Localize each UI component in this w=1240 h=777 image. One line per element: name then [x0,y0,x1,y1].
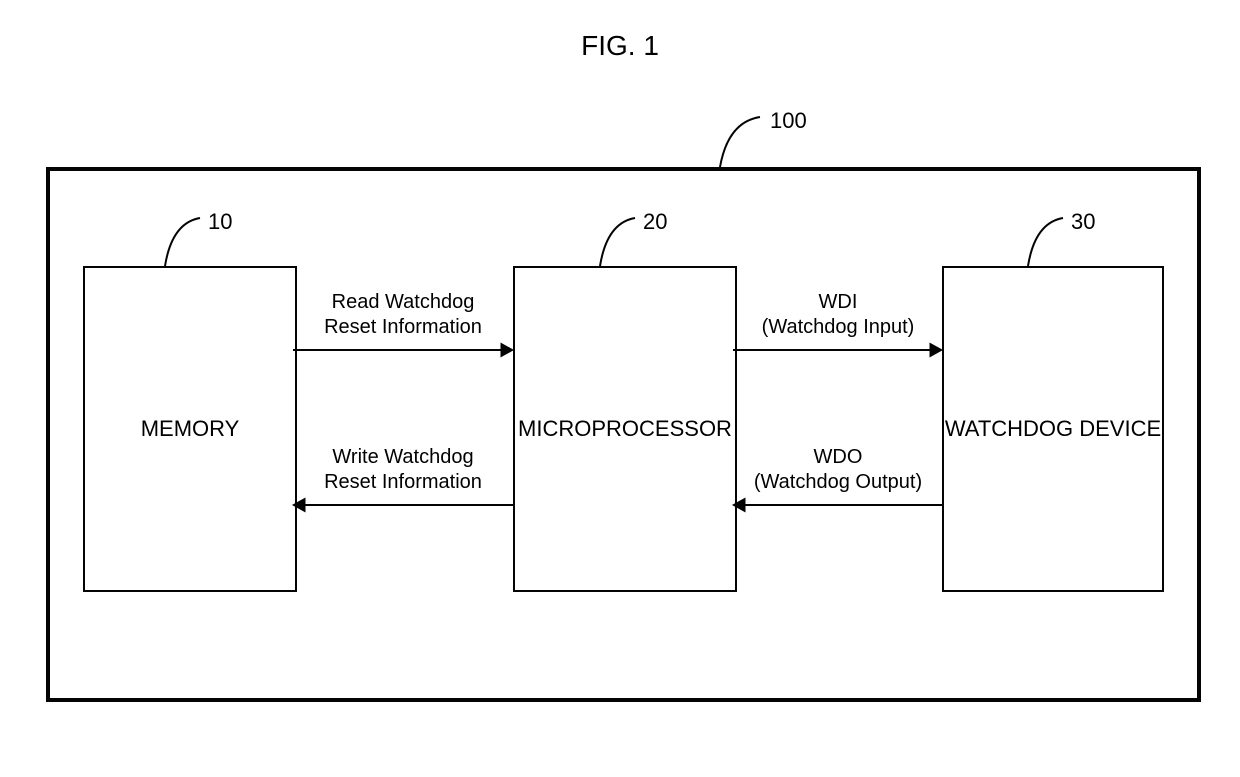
ref-100: 100 [770,108,807,134]
label-write-wd: Write WatchdogReset Information [324,445,482,495]
ref-20: 20 [643,209,667,235]
ref-30: 30 [1071,209,1095,235]
block-microprocessor: MICROPROCESSOR [513,266,737,592]
leader-100 [715,112,765,172]
block-microprocessor-label: MICROPROCESSOR [518,416,732,442]
label-read-wd: Read WatchdogReset Information [324,290,482,340]
leader-10 [160,213,205,271]
label-wdi: WDI(Watchdog Input) [762,290,915,340]
leader-30 [1023,213,1068,271]
label-wdo: WDO(Watchdog Output) [754,445,922,495]
figure-title: FIG. 1 [581,30,659,62]
block-watchdog-label: WATCHDOG DEVICE [945,416,1161,442]
diagram-canvas: FIG. 1 100 MEMORY 10 MICROPROCESSOR 20 W… [0,0,1240,777]
block-memory: MEMORY [83,266,297,592]
leader-20 [595,213,640,271]
ref-10: 10 [208,209,232,235]
block-memory-label: MEMORY [141,416,240,442]
block-watchdog: WATCHDOG DEVICE [942,266,1164,592]
